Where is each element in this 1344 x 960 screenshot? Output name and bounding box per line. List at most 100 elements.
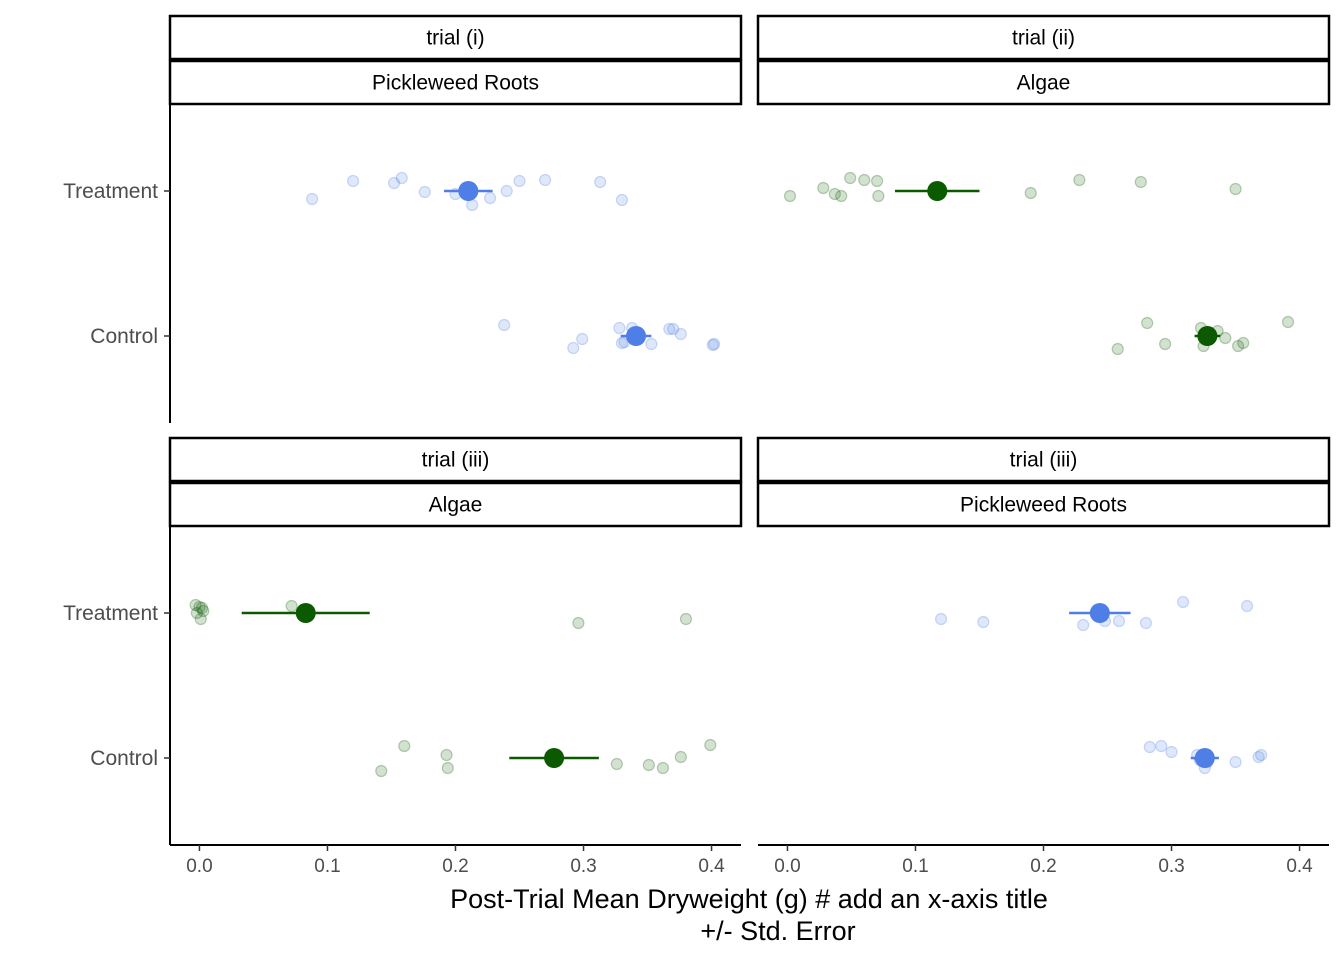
data-point — [1255, 748, 1268, 762]
data-point — [663, 322, 676, 336]
data-point — [674, 327, 687, 341]
y-tick-label: Control — [90, 325, 158, 348]
facet-strip-food-label: Algae — [429, 494, 483, 517]
data-point — [513, 174, 526, 188]
data-point — [189, 598, 202, 612]
data-point — [783, 189, 797, 203]
y-tick-label: Treatment — [63, 602, 158, 625]
y-tick-label: Treatment — [63, 180, 158, 203]
data-point — [870, 174, 884, 188]
data-point — [1237, 336, 1250, 350]
facet-strip-trial-label: trial (iii) — [1010, 449, 1078, 472]
data-point — [1139, 616, 1153, 630]
data-point — [1155, 739, 1168, 753]
mean-point — [295, 603, 316, 623]
facet-strip-food-box — [756, 59, 1331, 106]
data-point — [190, 606, 203, 620]
data-point — [1240, 599, 1254, 613]
data-point — [645, 337, 658, 351]
data-point — [977, 615, 990, 629]
x-tick-label: 0.3 — [1158, 856, 1184, 877]
facet-panel: trial (ii) Algae — [756, 14, 1331, 356]
data-point — [613, 321, 626, 335]
data-point — [1229, 755, 1242, 769]
panel-layer: trial (i) Pickleweed Roots Treatment Contro… — [63, 14, 1331, 877]
data-point — [539, 173, 552, 187]
facet-strip-trial-label: trial (ii) — [1012, 27, 1075, 50]
data-point — [1073, 173, 1086, 187]
facet-strip-trial-box — [168, 436, 743, 483]
data-point — [197, 604, 210, 618]
data-point — [1112, 614, 1126, 628]
facet-strip-trial-label: trial (iii) — [422, 449, 490, 472]
data-point — [1134, 175, 1147, 189]
data-point — [1143, 740, 1156, 754]
x-tick-label: 0.2 — [442, 856, 468, 877]
data-point — [642, 758, 655, 772]
facet-strip-trial-box — [168, 14, 743, 61]
facet-strip-food-label: Pickleweed Roots — [960, 494, 1127, 517]
data-point — [306, 192, 319, 206]
data-point — [1281, 315, 1295, 329]
data-point — [193, 600, 206, 614]
x-tick-label: 0.3 — [570, 856, 596, 877]
y-tick-label: Control — [90, 747, 158, 770]
data-point — [398, 739, 411, 753]
data-point — [679, 612, 693, 626]
facet-panel: trial (iii) Algae Treatment Control 0.0 0.1 0.… — [63, 436, 743, 877]
data-point — [1159, 337, 1172, 351]
x-tick-label: 0.1 — [314, 856, 340, 877]
data-point — [194, 612, 207, 626]
data-point — [844, 171, 857, 185]
facet-strip-trial-label: trial (i) — [426, 27, 484, 50]
data-point — [704, 738, 717, 752]
x-tick-label: 0.1 — [902, 856, 928, 877]
facet-strip-trial-box — [756, 14, 1331, 61]
data-point — [576, 332, 589, 346]
data-point — [285, 599, 298, 613]
data-point — [858, 173, 871, 187]
data-point — [708, 337, 721, 351]
data-point — [572, 616, 585, 630]
data-point — [817, 181, 830, 195]
facet-panel: trial (iii) Pickleweed Roots 0.0 0.1 0.2 0.3 0… — [756, 436, 1331, 877]
data-point — [375, 764, 388, 778]
facet-strip-food-box — [168, 59, 743, 106]
data-point — [1252, 750, 1265, 764]
mean-point — [458, 181, 479, 201]
data-point — [1077, 618, 1090, 632]
data-point — [1232, 339, 1245, 353]
data-point — [195, 601, 209, 615]
x-tick-label: 0.0 — [774, 856, 800, 877]
data-point — [498, 318, 511, 332]
data-point — [500, 184, 513, 198]
x-axis-title-line-2: +/- Std. Error — [700, 916, 855, 946]
x-tick-label: 0.0 — [186, 856, 212, 877]
x-tick-label: 0.4 — [1286, 856, 1313, 877]
data-point — [567, 341, 580, 355]
facet-strip-food-label: Pickleweed Roots — [372, 72, 539, 95]
data-point — [1024, 186, 1037, 200]
data-point — [656, 761, 670, 775]
data-point — [1176, 595, 1190, 609]
facet-strip-trial-box — [756, 436, 1331, 483]
data-point — [706, 338, 719, 352]
x-tick-label: 0.4 — [698, 856, 725, 877]
facet-strip-food-label: Algae — [1017, 72, 1071, 95]
mean-point — [1197, 326, 1218, 346]
data-point — [1165, 745, 1178, 759]
data-point — [440, 748, 453, 762]
facet-panel: trial (i) Pickleweed Roots Treatment Contro… — [63, 14, 743, 423]
facet-strip-food-box — [168, 481, 743, 528]
data-point — [483, 191, 497, 205]
data-point — [828, 187, 841, 201]
data-point — [1219, 331, 1232, 345]
mean-point — [1089, 603, 1110, 623]
mean-point — [544, 748, 565, 768]
facet-strip-food-box — [756, 481, 1331, 528]
mean-point — [927, 181, 948, 201]
x-tick-label: 0.2 — [1030, 856, 1056, 877]
data-point — [1141, 316, 1154, 330]
data-point — [441, 761, 454, 775]
